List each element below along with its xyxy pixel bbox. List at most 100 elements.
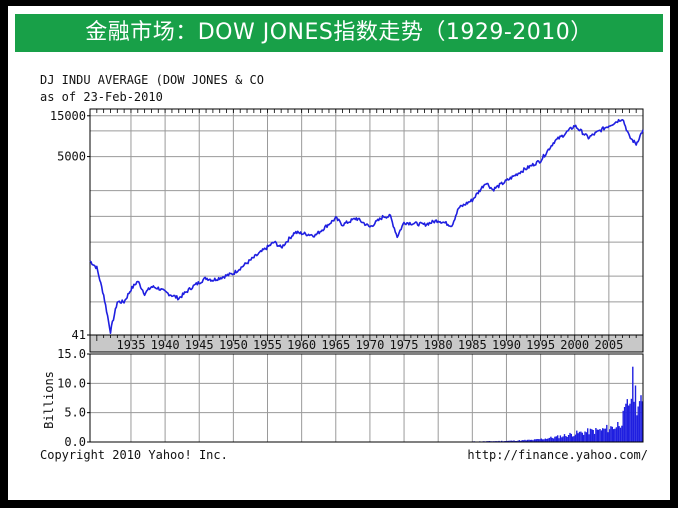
volume-bar	[595, 428, 597, 442]
xtick-label: 1935	[117, 338, 146, 352]
volume-bar	[597, 429, 600, 442]
volume-ytick-label: 5.0	[64, 406, 86, 420]
volume-bar	[551, 437, 553, 442]
volume-bar	[532, 440, 534, 442]
volume-bar	[632, 366, 634, 442]
volume-bar	[619, 427, 622, 442]
volume-bar	[574, 434, 577, 442]
slide-background	[8, 6, 670, 500]
volume-bar	[611, 426, 613, 442]
chart-header-line2: as of 23-Feb-2010	[40, 90, 163, 104]
price-ytick-label: 41	[72, 328, 86, 342]
volume-bar	[554, 436, 556, 442]
volume-bar	[599, 429, 601, 442]
volume-bar	[531, 439, 533, 442]
page-title: 金融市场：DOW JONES指数走势（1929-2010）	[15, 14, 663, 52]
volume-bar	[618, 426, 620, 442]
volume-bar	[546, 439, 548, 442]
volume-bar	[592, 430, 594, 442]
volume-ytick-label: 15.0	[57, 347, 86, 361]
volume-bar	[588, 434, 590, 442]
volume-bar	[537, 439, 540, 442]
volume-bar	[630, 398, 633, 442]
volume-bar	[522, 440, 525, 442]
price-plot-frame	[89, 108, 644, 336]
volume-bar	[535, 439, 537, 442]
volume-bar	[589, 428, 592, 442]
volume-bar	[604, 428, 607, 442]
volume-bar	[520, 440, 522, 442]
volume-bar	[565, 436, 567, 442]
xtick-label: 2005	[594, 338, 623, 352]
volume-bar	[633, 401, 635, 442]
volume-ytick-label: 0.0	[64, 435, 86, 449]
xtick-label: 1975	[390, 338, 419, 352]
volume-bars	[472, 366, 643, 442]
xtick-label: 1985	[458, 338, 487, 352]
volume-bar	[524, 439, 526, 442]
volume-bar	[603, 428, 605, 442]
volume-bar	[626, 399, 628, 442]
volume-bar	[636, 415, 638, 442]
volume-bar	[602, 428, 604, 442]
volume-bar	[529, 439, 532, 442]
volume-bar	[511, 440, 514, 442]
volume-bar	[548, 437, 551, 442]
volume-bar	[507, 440, 510, 442]
volume-bar	[614, 428, 616, 442]
volume-bar	[518, 440, 521, 442]
volume-bar	[623, 407, 626, 442]
volume-bar	[591, 429, 593, 442]
volume-bar	[536, 439, 538, 442]
volume-bar	[557, 435, 559, 442]
volume-bar	[641, 401, 643, 442]
volume-ytick-label: 10.0	[57, 376, 86, 390]
volume-bar	[544, 438, 547, 442]
volume-bar	[555, 436, 557, 442]
volume-bar	[510, 440, 512, 442]
volume-bar	[582, 434, 585, 442]
volume-bar	[547, 438, 549, 442]
volume-bar	[593, 433, 596, 442]
volume-bar	[617, 422, 619, 442]
xtick-label: 1990	[492, 338, 521, 352]
volume-bar	[585, 432, 588, 442]
volume-axis-label: Billions	[42, 371, 56, 429]
volume-bar	[584, 431, 586, 442]
volume-bar	[577, 433, 579, 442]
volume-bar	[561, 437, 563, 442]
xtick-label: 1960	[287, 338, 316, 352]
volume-bar	[533, 439, 536, 442]
volume-bar	[559, 435, 562, 442]
xtick-label: 1950	[219, 338, 248, 352]
xtick-label: 1945	[185, 338, 214, 352]
volume-bar	[521, 440, 523, 442]
xtick-label: 1965	[321, 338, 350, 352]
volume-bar	[606, 424, 608, 442]
volume-bar	[576, 430, 578, 442]
volume-plot-frame	[89, 353, 644, 443]
volume-bar	[558, 438, 560, 442]
volume-bar	[567, 435, 570, 442]
xtick-label: 1940	[151, 338, 180, 352]
volume-bar	[578, 431, 581, 442]
price-grid	[90, 109, 643, 335]
volume-bar	[517, 440, 519, 442]
volume-bar	[581, 432, 583, 442]
volume-bar	[596, 429, 598, 442]
volume-bar	[621, 425, 623, 442]
volume-bar	[513, 440, 515, 442]
xtick-label: 1970	[355, 338, 384, 352]
volume-bar	[570, 433, 572, 442]
xtick-label: 1995	[526, 338, 555, 352]
volume-bar	[563, 434, 566, 442]
volume-bar	[539, 439, 541, 442]
volume-bar	[607, 432, 609, 442]
xtick-label: 2000	[560, 338, 589, 352]
volume-bar	[542, 439, 544, 442]
year-tick-marks	[89, 335, 644, 341]
volume-bar	[587, 428, 589, 442]
volume-bar	[610, 426, 612, 442]
volume-bar	[608, 429, 611, 442]
